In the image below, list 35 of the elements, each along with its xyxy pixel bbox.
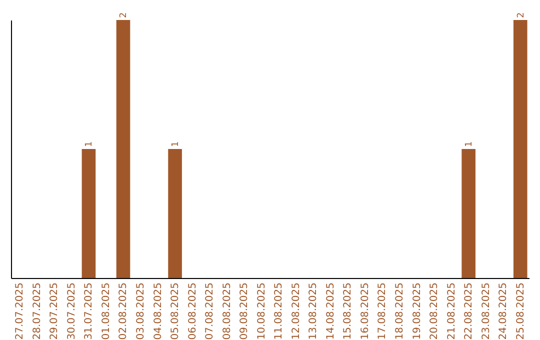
x-tick-label: 20.08.2025: [429, 282, 440, 340]
data-label: 2: [119, 12, 130, 18]
x-tick-label: 07.08.2025: [204, 282, 216, 340]
x-tick-label: 14.08.2025: [325, 282, 336, 340]
x-tick-label: 06.08.2025: [187, 282, 198, 340]
x-tick-label: 29.07.2025: [49, 282, 60, 340]
x-tick-label: 28.07.2025: [32, 282, 43, 340]
data-label: 2: [516, 12, 526, 18]
x-tick-label: 11.08.2025: [274, 282, 285, 340]
x-tick-label: 09.08.2025: [239, 282, 250, 340]
x-tick-label: 18.08.2025: [394, 282, 406, 340]
x-tick-label: 12.08.2025: [290, 282, 302, 340]
x-tick-label: 22.08.2025: [464, 282, 475, 340]
x-tick-label: 30.07.2025: [66, 282, 78, 340]
data-label: 1: [171, 141, 182, 147]
data-label: 1: [464, 141, 475, 147]
x-tick-label: 15.08.2025: [342, 282, 354, 340]
x-tick-label: 03.08.2025: [136, 282, 146, 340]
x-tick-label: 02.08.2025: [118, 282, 130, 340]
x-tick-label: 16.08.2025: [360, 282, 371, 340]
x-tick-label: 04.08.2025: [152, 282, 164, 340]
x-tick-label: 19.08.2025: [412, 282, 423, 340]
data-label: 1: [84, 141, 95, 147]
x-tick-label: 10.08.2025: [256, 282, 268, 340]
x-tick-label: 21.08.2025: [446, 282, 458, 340]
x-tick-label: 13.08.2025: [308, 282, 320, 340]
x-tick-label: 25.08.2025: [515, 282, 526, 340]
x-tick-label: 27.07.2025: [14, 282, 26, 340]
x-tick-label: 17.08.2025: [377, 282, 388, 340]
x-tick-label: 31.07.2025: [84, 282, 95, 340]
x-tick-label: 08.08.2025: [222, 282, 233, 340]
x-tick-label: 01.08.2025: [100, 282, 112, 340]
x-tick-label: 23.08.2025: [480, 282, 492, 340]
x-tick-label: 24.08.2025: [498, 282, 510, 340]
x-tick-label: 05.08.2025: [170, 282, 182, 340]
